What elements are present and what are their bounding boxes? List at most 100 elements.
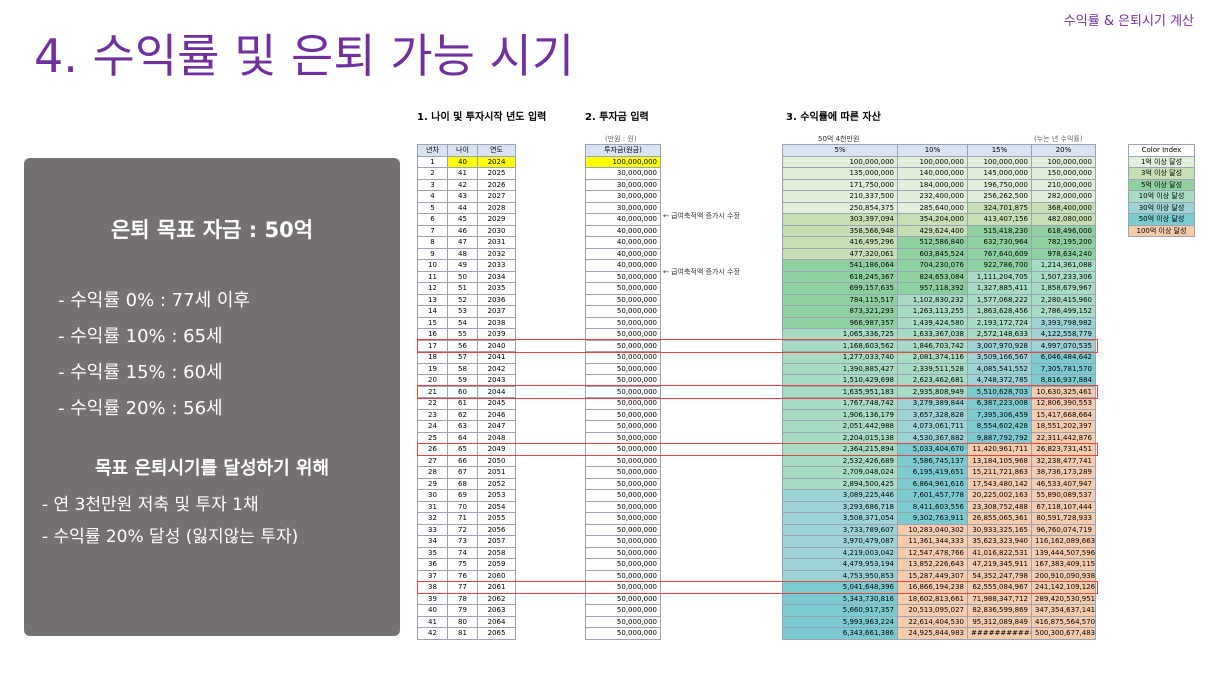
- cell-principal[interactable]: 50,000,000: [585, 615, 661, 628]
- cell-year[interactable]: 2037: [477, 305, 516, 318]
- cell-age[interactable]: 49: [447, 259, 478, 272]
- cell-principal[interactable]: 40,000,000: [585, 247, 661, 260]
- cell-principal[interactable]: 50,000,000: [585, 500, 661, 513]
- cell-principal[interactable]: 40,000,000: [585, 236, 661, 249]
- cell-age[interactable]: 51: [447, 282, 478, 295]
- cell-age[interactable]: 57: [447, 351, 478, 364]
- cell-principal[interactable]: 50,000,000: [585, 420, 661, 433]
- cell-year[interactable]: 2036: [477, 293, 516, 306]
- cell-year-count[interactable]: 29: [417, 477, 448, 490]
- cell-year-count[interactable]: 5: [417, 201, 448, 214]
- cell-age[interactable]: 58: [447, 362, 478, 375]
- cell-year[interactable]: 2055: [477, 512, 516, 525]
- cell-age[interactable]: 72: [447, 523, 478, 536]
- cell-year-count[interactable]: 3: [417, 178, 448, 191]
- cell-year[interactable]: 2024: [477, 155, 516, 168]
- cell-year-count[interactable]: 8: [417, 236, 448, 249]
- cell-principal[interactable]: 50,000,000: [585, 362, 661, 375]
- cell-age[interactable]: 75: [447, 558, 478, 571]
- cell-year-count[interactable]: 27: [417, 454, 448, 467]
- cell-year-count[interactable]: 39: [417, 592, 448, 605]
- cell-year[interactable]: 2047: [477, 420, 516, 433]
- cell-age[interactable]: 80: [447, 615, 478, 628]
- cell-year-count[interactable]: 32: [417, 512, 448, 525]
- cell-year-count[interactable]: 42: [417, 627, 448, 640]
- cell-year[interactable]: 2046: [477, 408, 516, 421]
- cell-age[interactable]: 78: [447, 592, 478, 605]
- cell-year[interactable]: 2038: [477, 316, 516, 329]
- cell-age[interactable]: 68: [447, 477, 478, 490]
- cell-principal[interactable]: 50,000,000: [585, 477, 661, 490]
- cell-year-count[interactable]: 30: [417, 489, 448, 502]
- cell-year[interactable]: 2025: [477, 167, 516, 180]
- cell-principal[interactable]: 50,000,000: [585, 489, 661, 502]
- cell-year-count[interactable]: 9: [417, 247, 448, 260]
- cell-year[interactable]: 2058: [477, 546, 516, 559]
- cell-year-count[interactable]: 23: [417, 408, 448, 421]
- cell-year[interactable]: 2057: [477, 535, 516, 548]
- cell-principal[interactable]: 50,000,000: [585, 546, 661, 559]
- cell-principal[interactable]: 30,000,000: [585, 178, 661, 191]
- cell-year[interactable]: 2035: [477, 282, 516, 295]
- cell-year-count[interactable]: 22: [417, 397, 448, 410]
- cell-year-count[interactable]: 12: [417, 282, 448, 295]
- cell-year-count[interactable]: 36: [417, 558, 448, 571]
- cell-principal[interactable]: 50,000,000: [585, 270, 661, 283]
- cell-age[interactable]: 62: [447, 408, 478, 421]
- cell-year[interactable]: 2065: [477, 627, 516, 640]
- cell-year[interactable]: 2026: [477, 178, 516, 191]
- cell-year[interactable]: 2053: [477, 489, 516, 502]
- cell-principal[interactable]: 50,000,000: [585, 558, 661, 571]
- cell-principal[interactable]: 40,000,000: [585, 259, 661, 272]
- cell-year-count[interactable]: 19: [417, 362, 448, 375]
- cell-year[interactable]: 2042: [477, 362, 516, 375]
- cell-principal[interactable]: 100,000,000: [585, 155, 661, 168]
- cell-year-count[interactable]: 41: [417, 615, 448, 628]
- cell-age[interactable]: 73: [447, 535, 478, 548]
- cell-age[interactable]: 67: [447, 466, 478, 479]
- cell-year-count[interactable]: 10: [417, 259, 448, 272]
- cell-year-count[interactable]: 33: [417, 523, 448, 536]
- cell-principal[interactable]: 50,000,000: [585, 293, 661, 306]
- cell-year-count[interactable]: 28: [417, 466, 448, 479]
- cell-age[interactable]: 45: [447, 213, 478, 226]
- cell-year[interactable]: 2030: [477, 224, 516, 237]
- cell-age[interactable]: 71: [447, 512, 478, 525]
- cell-principal[interactable]: 30,000,000: [585, 167, 661, 180]
- cell-year[interactable]: 2045: [477, 397, 516, 410]
- cell-year-count[interactable]: 35: [417, 546, 448, 559]
- cell-age[interactable]: 61: [447, 397, 478, 410]
- cell-principal[interactable]: 50,000,000: [585, 592, 661, 605]
- cell-principal[interactable]: 50,000,000: [585, 305, 661, 318]
- cell-age[interactable]: 40: [447, 155, 478, 168]
- cell-year[interactable]: 2054: [477, 500, 516, 513]
- cell-age[interactable]: 46: [447, 224, 478, 237]
- cell-year[interactable]: 2059: [477, 558, 516, 571]
- cell-principal[interactable]: 50,000,000: [585, 523, 661, 536]
- cell-year-count[interactable]: 11: [417, 270, 448, 283]
- cell-age[interactable]: 81: [447, 627, 478, 640]
- cell-age[interactable]: 43: [447, 190, 478, 203]
- cell-year[interactable]: 2050: [477, 454, 516, 467]
- cell-age[interactable]: 52: [447, 293, 478, 306]
- cell-year-count[interactable]: 34: [417, 535, 448, 548]
- cell-principal[interactable]: 50,000,000: [585, 282, 661, 295]
- cell-year-count[interactable]: 14: [417, 305, 448, 318]
- cell-age[interactable]: 63: [447, 420, 478, 433]
- cell-principal[interactable]: 50,000,000: [585, 351, 661, 364]
- cell-age[interactable]: 54: [447, 316, 478, 329]
- cell-year-count[interactable]: 7: [417, 224, 448, 237]
- cell-principal[interactable]: 50,000,000: [585, 466, 661, 479]
- cell-year[interactable]: 2051: [477, 466, 516, 479]
- cell-year-count[interactable]: 6: [417, 213, 448, 226]
- cell-age[interactable]: 66: [447, 454, 478, 467]
- cell-principal[interactable]: 50,000,000: [585, 581, 661, 594]
- cell-principal[interactable]: 40,000,000: [585, 213, 661, 226]
- cell-age[interactable]: 53: [447, 305, 478, 318]
- cell-year[interactable]: 2064: [477, 615, 516, 628]
- cell-age[interactable]: 44: [447, 201, 478, 214]
- cell-year-count[interactable]: 1: [417, 155, 448, 168]
- cell-year-count[interactable]: 2: [417, 167, 448, 180]
- cell-principal[interactable]: 50,000,000: [585, 408, 661, 421]
- cell-principal[interactable]: 50,000,000: [585, 397, 661, 410]
